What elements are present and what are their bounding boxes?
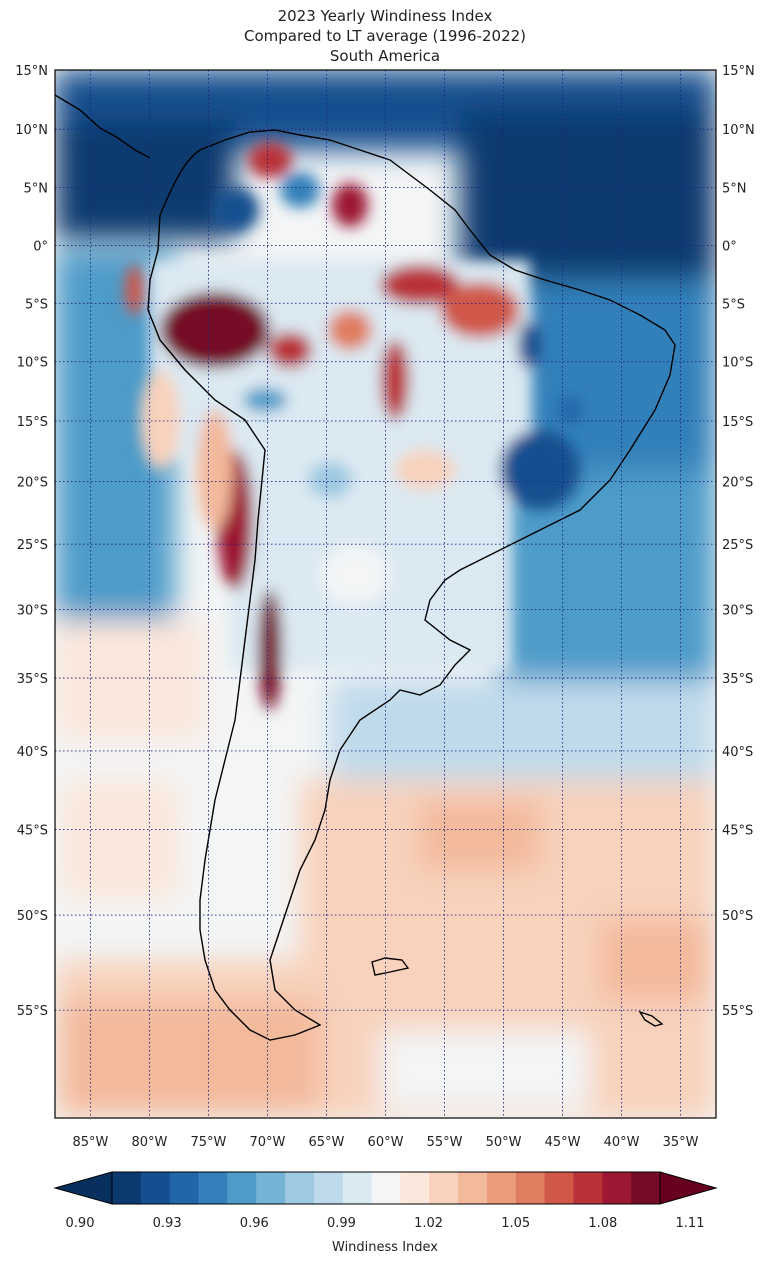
- chart-title-line-3: South America: [329, 47, 441, 65]
- colorbar-tick-label: 0.99: [327, 1216, 356, 1231]
- falkland-islands-coast: [371, 957, 410, 976]
- colorbar-label: Windiness Index: [332, 1240, 438, 1255]
- latitude-labels-left: 15°N 10°N 5°N 0° 5°S 10°S 15°S 20°S 25°S 30°S 35°S…: [15, 64, 48, 1019]
- colorbar-segment: [285, 1172, 315, 1204]
- colorbar-segment: [371, 1172, 401, 1204]
- lon-label: 80°W: [131, 1135, 167, 1150]
- lat-label-left: 25°S: [17, 538, 48, 553]
- lon-label: 45°W: [545, 1135, 581, 1150]
- colorbar-segment: [400, 1172, 430, 1204]
- colorbar-segment: [544, 1172, 574, 1204]
- lat-label-right: 35°S: [722, 672, 753, 687]
- lat-label-right: 5°N: [722, 182, 747, 197]
- longitude-labels: 85°W 80°W 75°W 70°W 65°W 60°W 55°W 50°W 45°W 40°W…: [72, 1135, 698, 1150]
- map-area: [54, 69, 717, 1119]
- colorbar-segment: [458, 1172, 488, 1204]
- colorbar-segment: [198, 1172, 228, 1204]
- windiness-field-background: [55, 70, 716, 1118]
- colorbar-segment: [573, 1172, 603, 1204]
- colorbar-segment: [227, 1172, 257, 1204]
- colorbar-segment: [140, 1172, 171, 1204]
- graticule: [55, 69, 716, 1118]
- lat-label-left: 15°N: [15, 64, 48, 79]
- colorbar-over-arrow: [659, 1171, 718, 1205]
- lat-label-left: 20°S: [17, 476, 48, 491]
- lat-label-left: 10°S: [17, 356, 48, 371]
- colorbar-ticks: 0.90 0.93 0.96 0.99 1.02 1.05 1.08 1.11: [66, 1216, 705, 1231]
- lat-label-right: 0°: [722, 239, 737, 254]
- colorbar-under-arrow: [53, 1171, 113, 1205]
- colorbar-tick-label: 0.96: [240, 1216, 269, 1231]
- lat-label-right: 10°S: [722, 356, 753, 371]
- south-america-coast: [147, 129, 676, 1041]
- lat-label-left: 40°S: [17, 745, 48, 760]
- lon-label: 55°W: [427, 1135, 463, 1150]
- colorbar-tick-label: 1.02: [414, 1216, 443, 1231]
- colorbar-segment: [112, 1172, 142, 1204]
- lat-label-left: 15°S: [17, 415, 48, 430]
- colorbar-tick-label: 0.90: [66, 1216, 95, 1231]
- colorbar-tick-label: 0.93: [153, 1216, 182, 1231]
- colorbar-segment: [313, 1172, 344, 1204]
- south-georgia-coast: [638, 1010, 664, 1027]
- colorbar-tick-label: 1.05: [501, 1216, 530, 1231]
- colorbar-segment: [515, 1172, 546, 1204]
- lat-label-left: 35°S: [17, 672, 48, 687]
- lat-label-left: 0°: [33, 239, 48, 254]
- lat-label-right: 25°S: [722, 538, 753, 553]
- lat-label-left: 5°S: [25, 297, 48, 312]
- colorbar-tick-label: 1.08: [588, 1216, 617, 1231]
- colorbar-frame: [111, 1171, 661, 1205]
- chart-title-line-1: 2023 Yearly Windiness Index: [277, 7, 493, 25]
- central-america-coast: [54, 94, 151, 159]
- latitude-labels-right: 15°N 10°N 5°N 0° 5°S 10°S 15°S 20°S 25°S 30°S 35°S…: [722, 64, 755, 1019]
- colorbar-segment: [169, 1172, 200, 1204]
- colorbar-segment: [342, 1172, 373, 1204]
- colorbar: [53, 1171, 718, 1205]
- lat-label-right: 20°S: [722, 476, 753, 491]
- lat-label-left: 30°S: [17, 603, 48, 618]
- lat-label-left: 5°N: [24, 182, 49, 197]
- lat-label-right: 15°S: [722, 415, 753, 430]
- lon-label: 75°W: [190, 1135, 226, 1150]
- lat-label-left: 10°N: [15, 123, 48, 138]
- colorbar-segment: [486, 1172, 517, 1204]
- colorbar-segment: [256, 1172, 286, 1204]
- lat-label-right: 40°S: [722, 745, 753, 760]
- lon-label: 70°W: [250, 1135, 286, 1150]
- chart-title-line-2: Compared to LT average (1996-2022): [243, 27, 527, 45]
- lon-label: 50°W: [486, 1135, 522, 1150]
- map-frame: [54, 69, 717, 1119]
- lat-label-right: 15°N: [722, 64, 755, 79]
- lon-label: 40°W: [604, 1135, 640, 1150]
- colorbar-segment: [631, 1172, 661, 1204]
- lon-label: 35°W: [663, 1135, 699, 1150]
- lon-label: 65°W: [309, 1135, 345, 1150]
- lat-label-right: 10°N: [722, 123, 755, 138]
- lat-label-right: 50°S: [722, 909, 753, 924]
- lon-label: 85°W: [72, 1135, 108, 1150]
- colorbar-segment: [602, 1172, 632, 1204]
- windiness-field-land: [125, 142, 582, 710]
- lat-label-left: 55°S: [17, 1004, 48, 1019]
- lat-label-left: 45°S: [17, 823, 48, 838]
- colorbar-segment: [429, 1172, 459, 1204]
- lon-label: 60°W: [368, 1135, 404, 1150]
- lat-label-right: 5°S: [722, 297, 745, 312]
- colorbar-tick-label: 1.11: [676, 1216, 705, 1231]
- lat-label-left: 50°S: [17, 909, 48, 924]
- lat-label-right: 30°S: [722, 603, 753, 618]
- lat-label-right: 45°S: [722, 823, 753, 838]
- coastlines: [54, 94, 676, 1041]
- lat-label-right: 55°S: [722, 1004, 753, 1019]
